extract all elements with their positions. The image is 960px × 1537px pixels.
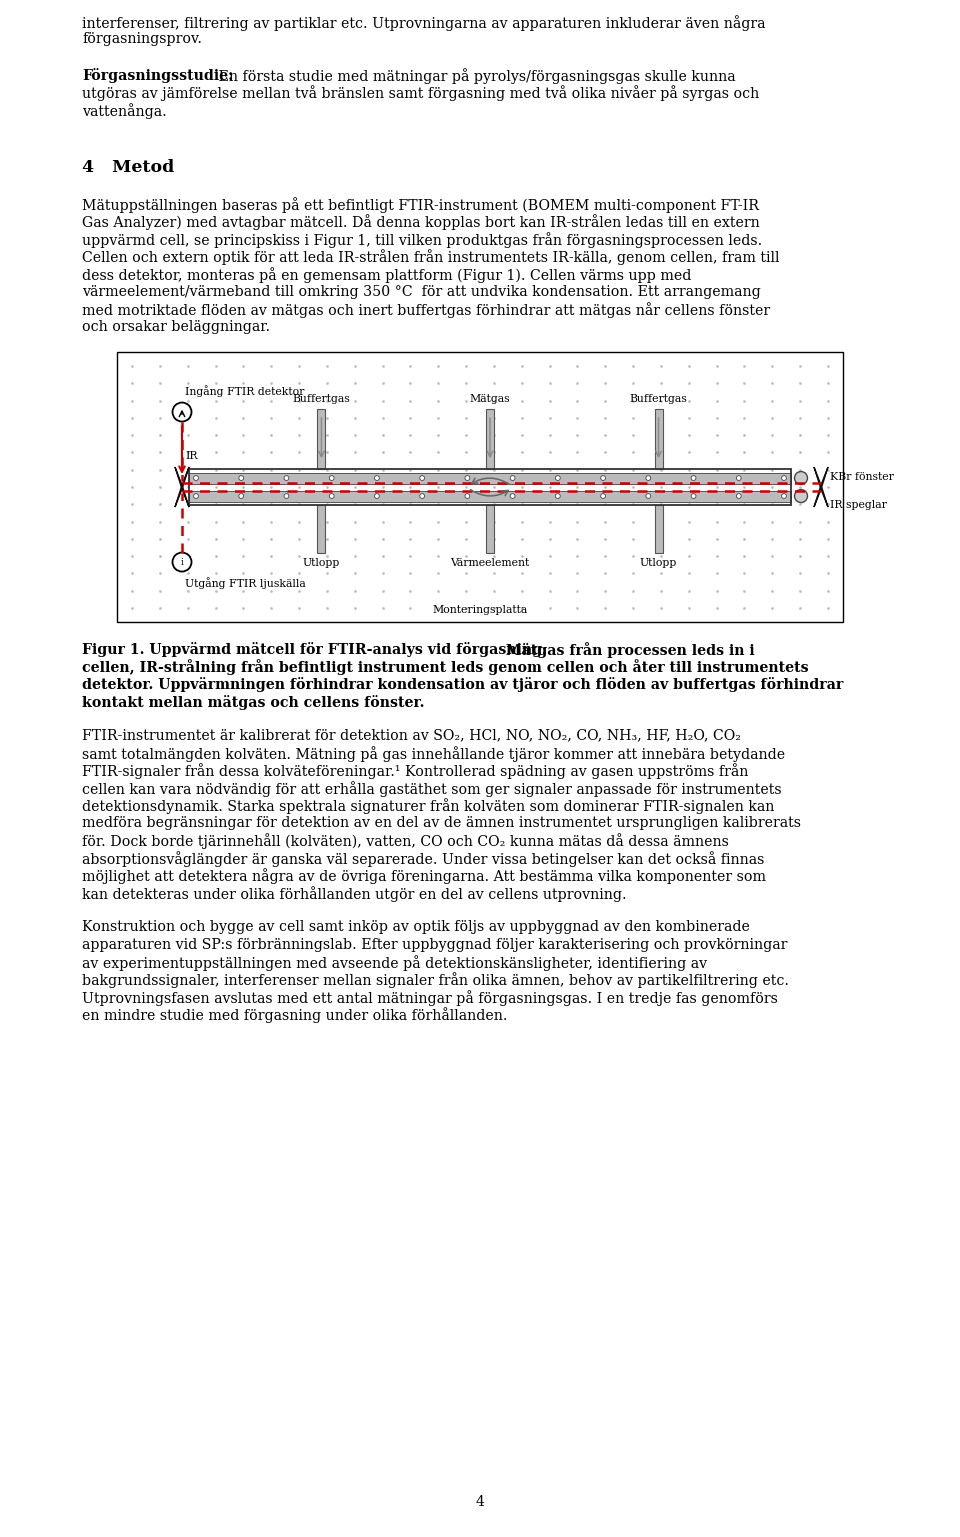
Polygon shape xyxy=(175,467,189,507)
Text: samt totalmängden kolväten. Mätning på gas innehållande tjäror kommer att innebä: samt totalmängden kolväten. Mätning på g… xyxy=(82,745,785,762)
Text: cellen, IR-strålning från befintligt instrument leds genom cellen och åter till : cellen, IR-strålning från befintligt ins… xyxy=(82,659,808,675)
Circle shape xyxy=(691,493,696,498)
Bar xyxy=(486,409,494,469)
Text: Mätgas från processen leds in i: Mätgas från processen leds in i xyxy=(500,642,755,658)
Text: dess detektor, monteras på en gemensam plattform (Figur 1). Cellen värms upp med: dess detektor, monteras på en gemensam p… xyxy=(82,267,691,283)
Circle shape xyxy=(465,493,469,498)
Circle shape xyxy=(691,475,696,481)
Circle shape xyxy=(329,493,334,498)
Circle shape xyxy=(284,475,289,481)
Text: vattenånga.: vattenånga. xyxy=(82,103,167,118)
Circle shape xyxy=(510,493,515,498)
Circle shape xyxy=(601,493,606,498)
Bar xyxy=(655,506,662,553)
Bar xyxy=(318,409,325,469)
Text: av experimentuppställningen med avseende på detektionskänsligheter, identifierin: av experimentuppställningen med avseende… xyxy=(82,954,708,971)
Circle shape xyxy=(795,490,807,503)
Bar xyxy=(655,409,662,469)
Text: uppvärmd cell, se principskiss i Figur 1, till vilken produktgas från förgasning: uppvärmd cell, se principskiss i Figur 1… xyxy=(82,232,762,247)
Polygon shape xyxy=(814,467,828,507)
Text: interferenser, filtrering av partiklar etc. Utprovningarna av apparaturen inklud: interferenser, filtrering av partiklar e… xyxy=(82,15,765,31)
Text: Utlopp: Utlopp xyxy=(302,558,340,569)
Text: Buffertgas: Buffertgas xyxy=(293,393,350,404)
Circle shape xyxy=(736,493,741,498)
Text: Mätuppställningen baseras på ett befintligt FTIR-instrument (BOMEM multi-compone: Mätuppställningen baseras på ett befintl… xyxy=(82,197,759,214)
Text: En första studie med mätningar på pyrolys/förgasningsgas skulle kunna: En första studie med mätningar på pyroly… xyxy=(214,68,735,85)
Text: detektionsdynamik. Starka spektrala signaturer från kolväten som dominerar FTIR-: detektionsdynamik. Starka spektrala sign… xyxy=(82,799,775,815)
Circle shape xyxy=(173,403,191,421)
Circle shape xyxy=(329,475,334,481)
Text: Buffertgas: Buffertgas xyxy=(630,393,687,404)
Text: IR speglar: IR speglar xyxy=(830,500,887,510)
Text: med motriktade flöden av mätgas och inert buffertgas förhindrar att mätgas når c: med motriktade flöden av mätgas och iner… xyxy=(82,303,770,318)
Circle shape xyxy=(465,475,469,481)
Text: förgasningsprov.: förgasningsprov. xyxy=(82,32,202,46)
Text: medföra begränsningar för detektion av en del av de ämnen instrumentet ursprungl: medföra begränsningar för detektion av e… xyxy=(82,816,801,830)
Text: Mätgas: Mätgas xyxy=(469,393,511,404)
Circle shape xyxy=(194,493,199,498)
Circle shape xyxy=(556,475,561,481)
Circle shape xyxy=(173,552,191,572)
Text: IR: IR xyxy=(185,450,198,461)
Text: värmeelement/värmeband till omkring 350 °C  för att undvika kondensation. Ett ar: värmeelement/värmeband till omkring 350 … xyxy=(82,284,760,298)
Circle shape xyxy=(601,475,606,481)
Text: Gas Analyzer) med avtagbar mätcell. Då denna kopplas bort kan IR-strålen ledas t: Gas Analyzer) med avtagbar mätcell. Då d… xyxy=(82,215,759,231)
Circle shape xyxy=(646,475,651,481)
Text: 4: 4 xyxy=(475,1496,485,1509)
Text: FTIR-signaler från dessa kolväteföreningar.¹ Kontrollerad spädning av gasen upps: FTIR-signaler från dessa kolväteförening… xyxy=(82,764,749,779)
Text: Monteringsplatta: Monteringsplatta xyxy=(432,606,528,615)
Bar xyxy=(189,472,791,484)
Text: Förgasningsstudie:: Förgasningsstudie: xyxy=(82,68,233,83)
Circle shape xyxy=(781,493,786,498)
Text: apparaturen vid SP:s förbränningslab. Efter uppbyggnad följer karakterisering oc: apparaturen vid SP:s förbränningslab. Ef… xyxy=(82,938,787,951)
Circle shape xyxy=(194,475,199,481)
Bar xyxy=(189,490,791,501)
Text: Ingång FTIR detektor: Ingång FTIR detektor xyxy=(185,384,304,397)
Circle shape xyxy=(239,493,244,498)
Bar xyxy=(486,506,494,553)
Text: Konstruktion och bygge av cell samt inköp av optik följs av uppbyggnad av den ko: Konstruktion och bygge av cell samt inkö… xyxy=(82,921,750,934)
Text: utgöras av jämförelse mellan två bränslen samt förgasning med två olika nivåer p: utgöras av jämförelse mellan två bränsle… xyxy=(82,86,759,101)
Text: 4   Metod: 4 Metod xyxy=(82,158,175,175)
Text: Utlopp: Utlopp xyxy=(640,558,677,569)
Circle shape xyxy=(736,475,741,481)
Text: möjlighet att detektera några av de övriga föreningarna. Att bestämma vilka komp: möjlighet att detektera några av de övri… xyxy=(82,868,766,884)
Text: Cellen och extern optik för att leda IR-strålen från instrumentets IR-källa, gen: Cellen och extern optik för att leda IR-… xyxy=(82,249,780,266)
Text: och orsakar beläggningar.: och orsakar beläggningar. xyxy=(82,320,270,334)
Text: Värmeelement: Värmeelement xyxy=(450,558,530,569)
Text: FTIR-instrumentet är kalibrerat för detektion av SO₂, HCl, NO, NO₂, CO, NH₃, HF,: FTIR-instrumentet är kalibrerat för dete… xyxy=(82,729,741,742)
Polygon shape xyxy=(175,467,189,507)
Text: bakgrundssignaler, interferenser mellan signaler från olika ämnen, behov av part: bakgrundssignaler, interferenser mellan … xyxy=(82,973,789,988)
Circle shape xyxy=(374,475,379,481)
Text: Utgång FTIR ljuskälla: Utgång FTIR ljuskälla xyxy=(185,578,305,589)
Circle shape xyxy=(239,475,244,481)
Text: en mindre studie med förgasning under olika förhållanden.: en mindre studie med förgasning under ol… xyxy=(82,1008,508,1024)
Bar xyxy=(189,469,791,506)
Text: detektor. Uppvärmningen förhindrar kondensation av tjäror och flöden av buffertg: detektor. Uppvärmningen förhindrar konde… xyxy=(82,676,843,692)
Circle shape xyxy=(420,475,424,481)
Text: KBr fönster: KBr fönster xyxy=(830,472,894,483)
Bar xyxy=(318,506,325,553)
Text: för. Dock borde tjärinnehåll (kolväten), vatten, CO och CO₂ kunna mätas då dessa: för. Dock borde tjärinnehåll (kolväten),… xyxy=(82,833,729,850)
Bar xyxy=(117,352,843,622)
Text: absorptionsvåglängder är ganska väl separerade. Under vissa betingelser kan det : absorptionsvåglängder är ganska väl sepa… xyxy=(82,851,764,867)
Text: kontakt mellan mätgas och cellens fönster.: kontakt mellan mätgas och cellens fönste… xyxy=(82,695,424,710)
Polygon shape xyxy=(814,467,828,507)
Circle shape xyxy=(510,475,515,481)
Circle shape xyxy=(284,493,289,498)
Circle shape xyxy=(646,493,651,498)
Text: cellen kan vara nödvändig för att erhålla gastäthet som ger signaler anpassade f: cellen kan vara nödvändig för att erhåll… xyxy=(82,781,781,796)
Text: Utprovningsfasen avslutas med ett antal mätningar på förgasningsgas. I en tredje: Utprovningsfasen avslutas med ett antal … xyxy=(82,990,778,1005)
Circle shape xyxy=(420,493,424,498)
Text: Figur 1. Uppvärmd mätcell för FTIR-analys vid förgasning.: Figur 1. Uppvärmd mätcell för FTIR-analy… xyxy=(82,642,547,656)
Circle shape xyxy=(781,475,786,481)
Text: i: i xyxy=(180,558,183,567)
Circle shape xyxy=(374,493,379,498)
Text: kan detekteras under olika förhållanden utgör en del av cellens utprovning.: kan detekteras under olika förhållanden … xyxy=(82,885,627,902)
Circle shape xyxy=(556,493,561,498)
Circle shape xyxy=(795,472,807,484)
